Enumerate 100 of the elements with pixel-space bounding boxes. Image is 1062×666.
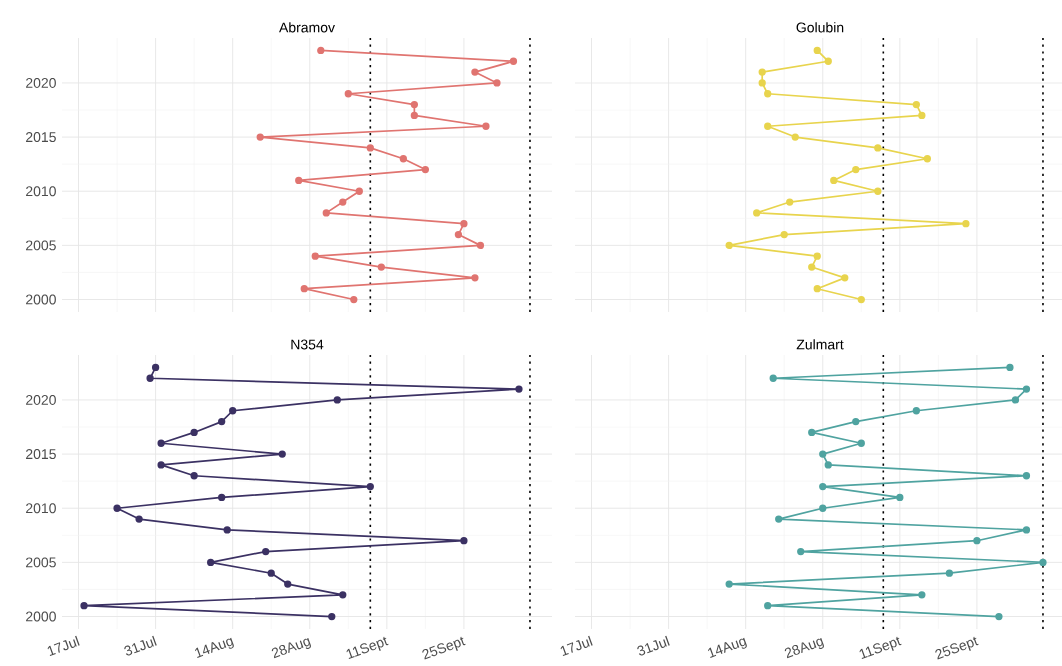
- x-tick-label: 25Sept: [935, 636, 979, 660]
- point: [775, 515, 783, 523]
- point: [218, 417, 226, 426]
- x-tick-label: 11Sept: [859, 636, 902, 660]
- point: [918, 591, 926, 599]
- point: [344, 90, 352, 98]
- point: [1022, 472, 1031, 480]
- x-tick-label: 31Jul: [124, 635, 157, 656]
- point: [355, 187, 363, 195]
- point: [764, 602, 772, 610]
- point: [808, 263, 816, 271]
- x-tick-label: 14Aug: [195, 637, 234, 658]
- point: [218, 493, 226, 502]
- y-tick-label: 2010: [26, 503, 56, 514]
- point: [1022, 526, 1031, 534]
- point: [786, 198, 794, 206]
- point: [339, 591, 347, 599]
- point: [725, 241, 733, 250]
- point: [267, 569, 275, 577]
- point: [769, 374, 777, 382]
- chart-title: Golubin: [796, 22, 844, 33]
- point: [852, 417, 860, 426]
- point: [229, 407, 237, 415]
- point: [995, 612, 1003, 621]
- point: [830, 176, 838, 185]
- point: [857, 295, 865, 304]
- point: [454, 230, 463, 239]
- point: [918, 111, 926, 120]
- point: [350, 295, 358, 304]
- point: [813, 46, 821, 55]
- point: [311, 252, 319, 260]
- point: [399, 155, 407, 163]
- point: [317, 46, 325, 55]
- x-tick-label: 25Sept: [422, 636, 466, 660]
- chart-title: Zulmart: [796, 339, 844, 350]
- y-tick-label: 2005: [26, 557, 56, 568]
- point: [923, 155, 932, 163]
- point: [874, 187, 882, 195]
- point: [758, 79, 766, 87]
- point: [482, 122, 490, 130]
- point: [808, 428, 816, 437]
- point: [841, 274, 849, 282]
- x-tick-label: 14Aug: [708, 637, 747, 658]
- y-tick-label: 2010: [26, 186, 56, 197]
- point: [1022, 385, 1031, 393]
- point: [813, 285, 821, 293]
- point: [295, 176, 303, 185]
- point: [945, 569, 954, 577]
- point: [300, 285, 308, 293]
- y-tick-label: 2000: [26, 294, 56, 305]
- point: [819, 504, 827, 512]
- point: [322, 209, 330, 217]
- x-tick-label: 31Jul: [637, 635, 670, 656]
- point: [509, 57, 518, 65]
- point: [857, 439, 865, 447]
- point: [1011, 396, 1020, 404]
- point: [780, 230, 788, 239]
- point: [1006, 363, 1014, 372]
- y-tick-label: 2020: [26, 394, 56, 405]
- point: [421, 165, 430, 174]
- x-tick-label: 28Aug: [271, 637, 311, 659]
- point: [190, 428, 198, 437]
- point: [797, 547, 805, 556]
- point: [333, 396, 341, 404]
- point: [896, 493, 904, 502]
- x-tick-label: 17Jul: [47, 635, 80, 657]
- y-tick-label: 2020: [26, 77, 56, 88]
- point: [146, 374, 154, 382]
- point: [725, 580, 733, 588]
- point: [135, 515, 143, 523]
- point: [813, 252, 821, 260]
- point: [80, 602, 88, 610]
- point: [113, 504, 121, 512]
- point: [852, 165, 860, 174]
- chart-title: N354: [291, 339, 324, 350]
- point: [207, 558, 215, 567]
- point: [764, 122, 772, 130]
- point: [471, 68, 479, 76]
- y-tick-label: 2005: [26, 240, 56, 251]
- y-tick-label: 2000: [26, 611, 56, 622]
- point: [874, 144, 882, 152]
- point: [912, 407, 920, 415]
- y-tick-label: 2015: [26, 132, 56, 143]
- point: [262, 547, 270, 556]
- point: [912, 100, 920, 109]
- point: [819, 482, 827, 491]
- point: [190, 472, 198, 480]
- point: [764, 90, 772, 98]
- x-tick-label: 17Jul: [560, 635, 593, 657]
- point: [824, 57, 832, 65]
- point: [366, 144, 374, 152]
- point: [791, 133, 799, 141]
- chart-title: Abramov: [279, 22, 335, 33]
- point: [471, 274, 479, 282]
- point: [366, 482, 374, 491]
- point: [157, 461, 165, 469]
- point: [410, 111, 419, 120]
- point: [753, 209, 761, 217]
- point: [515, 385, 523, 393]
- point: [824, 461, 832, 469]
